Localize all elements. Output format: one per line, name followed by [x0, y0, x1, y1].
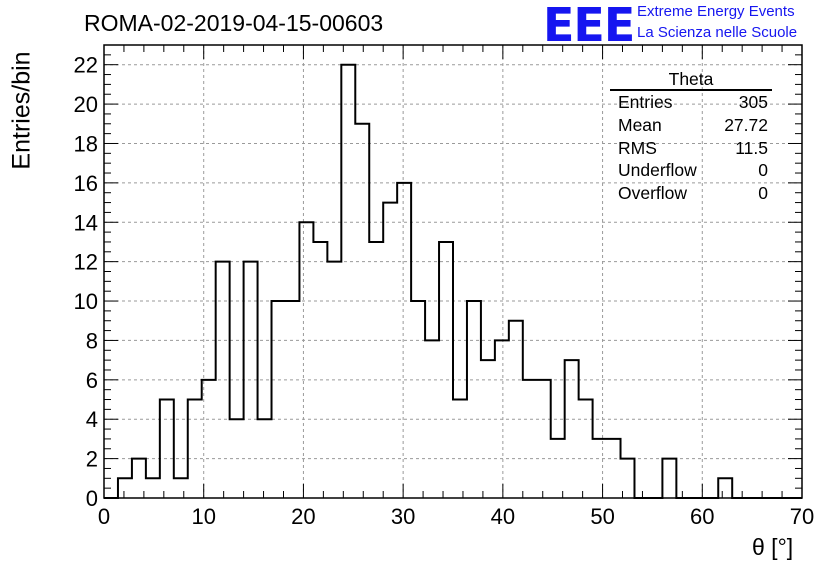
x-tick-label: 10 [191, 504, 215, 529]
histogram-bin [299, 222, 313, 498]
histogram-bin [718, 478, 732, 498]
stats-value: 305 [738, 92, 768, 112]
histogram-bin [188, 400, 202, 498]
stats-row: RMS 11.5 [610, 137, 778, 160]
stats-label: RMS [618, 137, 657, 158]
stats-row: Overflow 0 [610, 182, 778, 205]
y-tick-label: 4 [86, 407, 98, 432]
y-tick-label: 22 [74, 53, 98, 78]
histogram-bin [146, 478, 160, 498]
y-tick-label: 10 [74, 289, 98, 314]
histogram-bin [216, 262, 230, 498]
histogram-bin [118, 478, 132, 498]
histogram-bin [467, 301, 481, 498]
histogram-bin [369, 242, 383, 498]
histogram-bin [313, 242, 327, 498]
histogram-bin [593, 439, 607, 498]
histogram-bin [355, 124, 369, 498]
stats-title: Theta [610, 69, 772, 91]
histogram-bin [411, 301, 425, 498]
x-tick-label: 40 [491, 504, 515, 529]
histogram-bin [551, 439, 565, 498]
eee-logo: EEE Extreme Energy Events La Scienza nel… [541, 0, 836, 52]
x-tick-label: 30 [391, 504, 415, 529]
axis-ticks [103, 44, 803, 499]
histogram-bin [537, 380, 551, 498]
x-tick-label: 50 [590, 504, 614, 529]
chart-title: ROMA-02-2019-04-15-00603 [84, 10, 384, 36]
y-tick-label: 12 [74, 250, 98, 275]
y-tick-label: 16 [74, 171, 98, 196]
stats-value: 27.72 [724, 114, 768, 135]
stats-label: Mean [618, 114, 662, 135]
y-axis-label: Entries/bin [7, 50, 36, 170]
stats-label: Underflow [618, 160, 697, 181]
histogram-bin [453, 400, 467, 498]
x-tick-label: 60 [690, 504, 714, 529]
stats-value: 0 [758, 160, 768, 181]
stats-label: Overflow [618, 183, 688, 204]
y-tick-label: 2 [86, 447, 98, 472]
logo-line-2: La Scienza nelle Scuole [637, 24, 798, 41]
y-tick-label: 6 [86, 368, 98, 393]
stats-value: 11.5 [735, 137, 768, 158]
y-tick-label: 20 [74, 92, 98, 117]
histogram-bin [285, 301, 299, 498]
histogram-bin [341, 65, 355, 498]
stats-value: 0 [758, 183, 768, 204]
y-tick-label: 18 [74, 131, 98, 156]
logo-letters: EEE [543, 0, 635, 52]
histogram-bin [202, 380, 216, 498]
logo-line-1: Extreme Energy Events [637, 3, 795, 20]
stats-row: Underflow 0 [610, 159, 778, 182]
histogram-bin [481, 360, 495, 498]
stats-row: Entries 305 [610, 91, 778, 114]
histogram-bin [607, 439, 621, 498]
y-tick-label: 0 [86, 486, 98, 511]
histogram-bin [160, 400, 174, 498]
stats-row: Mean 27.72 [610, 114, 778, 137]
histogram-bin [523, 380, 537, 498]
stats-label: Entries [618, 92, 673, 112]
x-tick-label: 70 [790, 504, 814, 529]
x-tick-label: 20 [291, 504, 315, 529]
histogram-bin [258, 419, 272, 498]
histogram-bin [579, 400, 593, 498]
x-tick-label: 0 [98, 504, 110, 529]
histogram-bin [439, 242, 453, 498]
histogram-bin [662, 459, 676, 498]
y-tick-label: 8 [86, 328, 98, 353]
y-tick-label: 14 [74, 210, 98, 235]
axis-tick-labels: 0 10 20 30 40 50 60 70 0 2 4 6 8 10 12 14 16 18 20 22 [74, 53, 815, 529]
histogram-bin [509, 321, 523, 498]
stats-box: Theta Entries 305 Mean 27.72 RMS 11.5 Under… [610, 69, 778, 205]
histogram-bin [565, 360, 579, 498]
x-axis-label: θ [°] [752, 534, 794, 560]
histogram-bin [272, 301, 286, 498]
histogram-bin [383, 203, 397, 498]
histogram-bin [174, 478, 188, 498]
